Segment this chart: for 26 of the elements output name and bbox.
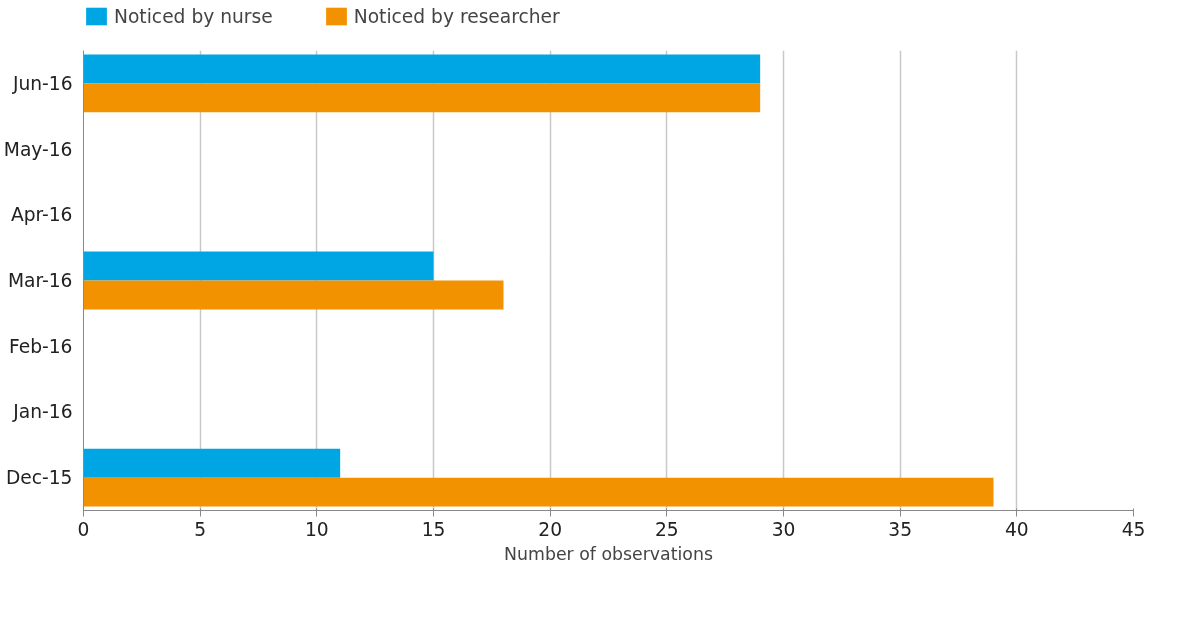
x-tick-label: 45 (1121, 518, 1146, 540)
x-tick-label: 0 (77, 518, 90, 540)
x-tick-label: 40 (1004, 518, 1029, 540)
bar (83, 280, 504, 310)
y-tick-label: May-16 (3, 138, 73, 160)
y-tick-label: Apr-16 (10, 204, 73, 226)
x-axis-title: Number of observations (504, 543, 713, 564)
bar (83, 251, 434, 281)
x-tick-label: 30 (771, 518, 796, 540)
bar (83, 83, 761, 113)
legend-label: Noticed by nurse (114, 5, 273, 27)
x-tick-label: 35 (888, 518, 913, 540)
x-tick-label: 25 (654, 518, 679, 540)
x-tick-label: 10 (304, 518, 329, 540)
bar (83, 477, 994, 507)
y-tick-label: Jan-16 (12, 401, 73, 423)
x-tick-label: 15 (421, 518, 446, 540)
y-tick-label: Mar-16 (8, 270, 73, 291)
x-tick-label: 20 (538, 518, 563, 540)
bar (83, 448, 341, 478)
x-tick-label: 5 (194, 518, 207, 540)
legend-label: Noticed by researcher (353, 5, 560, 27)
y-tick-label: Jun-16 (11, 72, 73, 94)
y-tick-label: Feb-16 (9, 335, 73, 357)
bar (83, 54, 761, 84)
y-tick-label: Dec-15 (5, 467, 73, 489)
